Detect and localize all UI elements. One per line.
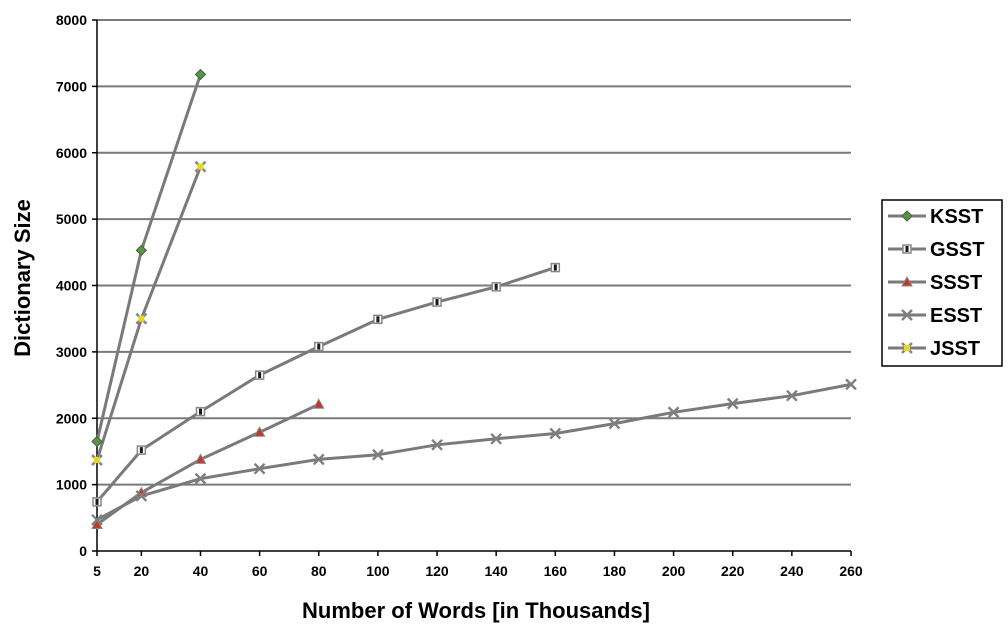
data-point-esst (135, 490, 148, 502)
gridlines (97, 19, 851, 486)
x-tick-label: 160 (544, 563, 568, 579)
legend-item-esst: ESST (888, 305, 982, 327)
x-tick-label: 200 (662, 563, 686, 579)
y-tick-labels: 0 1000 2000 3000 4000 5000 6000 7000 8000 (56, 12, 87, 559)
data-point-esst (845, 378, 857, 391)
data-point-esst (608, 417, 621, 430)
legend-label: GSST (930, 239, 984, 261)
data-point-gsst (254, 370, 265, 380)
series-lines (95, 73, 852, 526)
legend-marker (901, 342, 913, 354)
legend-item-ksst: KSST (888, 206, 983, 228)
y-tick-label: 0 (79, 543, 87, 559)
data-point-esst (253, 462, 266, 475)
data-point-ssst (194, 453, 207, 464)
x-tick-label: 260 (839, 563, 863, 579)
data-point-esst (194, 472, 207, 485)
legend-marker (902, 244, 912, 254)
x-tick-label: 240 (780, 563, 804, 579)
x-tick-label: 180 (603, 563, 627, 579)
x-tick-label: 80 (311, 563, 327, 579)
data-point-esst (372, 448, 384, 461)
legend-marker (901, 309, 913, 321)
x-tick-labels: 5 20 40 60 80 100 120 140 160 180 200 220 240 260 (93, 563, 863, 579)
x-tick-label: 220 (721, 563, 745, 579)
y-tick-label: 4000 (56, 278, 87, 294)
y-tick-label: 6000 (56, 145, 87, 161)
legend-item-gsst: GSST (888, 239, 984, 261)
data-point-gsst (550, 262, 561, 273)
legend-marker (901, 210, 913, 222)
data-point-jsst (91, 454, 103, 466)
legend-label: SSST (930, 272, 982, 294)
data-point-jsst (135, 312, 148, 325)
data-point-ksst (194, 68, 207, 81)
legend-item-jsst: JSST (888, 338, 980, 360)
x-tick-label: 40 (193, 563, 209, 579)
data-point-gsst (195, 406, 206, 417)
data-point-gsst (92, 497, 102, 507)
series-markers (91, 68, 857, 529)
x-axis-title: Number of Words [in Thousands] (302, 598, 650, 623)
x-tick-label: 20 (134, 563, 150, 579)
data-point-esst (312, 453, 325, 466)
data-point-gsst (432, 297, 442, 307)
data-point-esst (490, 432, 503, 445)
data-point-jsst (194, 160, 207, 173)
legend-label: ESST (930, 305, 982, 327)
x-tick-label: 140 (484, 563, 508, 579)
data-point-esst (667, 406, 680, 419)
y-tick-label: 2000 (56, 410, 87, 426)
legend-marker (901, 275, 913, 287)
data-point-ksst (135, 244, 148, 257)
legend: KSST GSST SSST ESST JSST (881, 199, 1003, 367)
y-axis-title: Dictionary Size (10, 199, 35, 357)
x-tick-label: 5 (93, 563, 101, 579)
legend-label: JSST (930, 338, 980, 360)
y-tick-label: 5000 (56, 211, 87, 227)
legend-item-ssst: SSST (888, 272, 982, 294)
y-tick-label: 3000 (56, 344, 87, 360)
data-point-ssst (253, 426, 266, 437)
series-line-gsst (95, 266, 556, 503)
y-tick-label: 1000 (56, 477, 87, 493)
data-point-esst (549, 427, 562, 440)
data-point-ksst (91, 435, 103, 448)
data-point-gsst (136, 445, 147, 455)
series-line-esst (96, 382, 852, 522)
data-point-ssst (312, 398, 325, 409)
x-tick-label: 120 (425, 563, 449, 579)
y-tick-label: 7000 (56, 78, 87, 94)
series-line-ksst (95, 73, 202, 442)
y-tick-label: 8000 (56, 12, 87, 28)
axes (92, 19, 852, 556)
data-point-gsst (373, 314, 383, 325)
x-tick-label: 60 (252, 563, 268, 579)
data-point-esst (726, 397, 739, 410)
data-point-esst (786, 389, 798, 402)
data-point-gsst (314, 341, 324, 352)
legend-label: KSST (930, 206, 983, 228)
series-line-jsst (95, 166, 202, 461)
data-point-esst (431, 438, 443, 451)
data-point-esst (91, 513, 103, 526)
x-tick-label: 100 (366, 563, 390, 579)
data-point-gsst (491, 282, 501, 292)
